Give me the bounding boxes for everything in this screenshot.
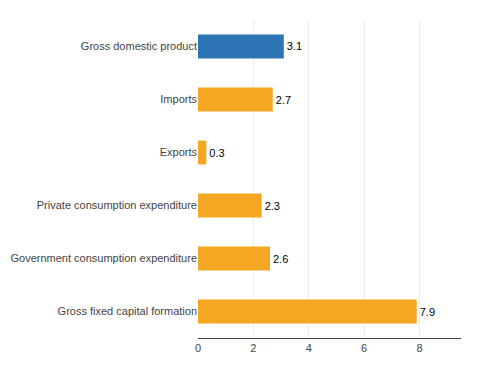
svg-text:2.3: 2.3: [265, 200, 280, 212]
svg-text:7.9: 7.9: [420, 306, 435, 318]
svg-text:2.7: 2.7: [276, 94, 291, 106]
svg-text:8: 8: [416, 342, 422, 354]
svg-text:2.6: 2.6: [273, 253, 288, 265]
svg-text:0: 0: [195, 342, 201, 354]
svg-text:Gross fixed capital formation: Gross fixed capital formation: [58, 305, 197, 317]
svg-text:Government consumption expendi: Government consumption expenditure: [11, 252, 198, 264]
svg-text:0.3: 0.3: [209, 147, 224, 159]
svg-text:Imports: Imports: [160, 93, 197, 105]
svg-text:Exports: Exports: [160, 146, 198, 158]
svg-text:2: 2: [250, 342, 256, 354]
svg-text:6: 6: [361, 342, 367, 354]
svg-text:3.1: 3.1: [287, 40, 302, 52]
svg-text:Private consumption expenditur: Private consumption expenditure: [37, 199, 197, 211]
svg-text:Gross domestic product: Gross domestic product: [81, 40, 197, 52]
svg-text:4: 4: [306, 342, 312, 354]
